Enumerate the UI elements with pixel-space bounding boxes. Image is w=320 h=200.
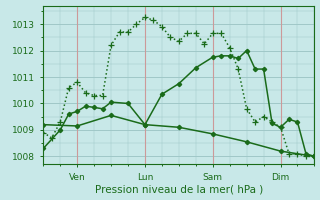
X-axis label: Pression niveau de la mer( hPa ): Pression niveau de la mer( hPa ) <box>95 184 263 194</box>
